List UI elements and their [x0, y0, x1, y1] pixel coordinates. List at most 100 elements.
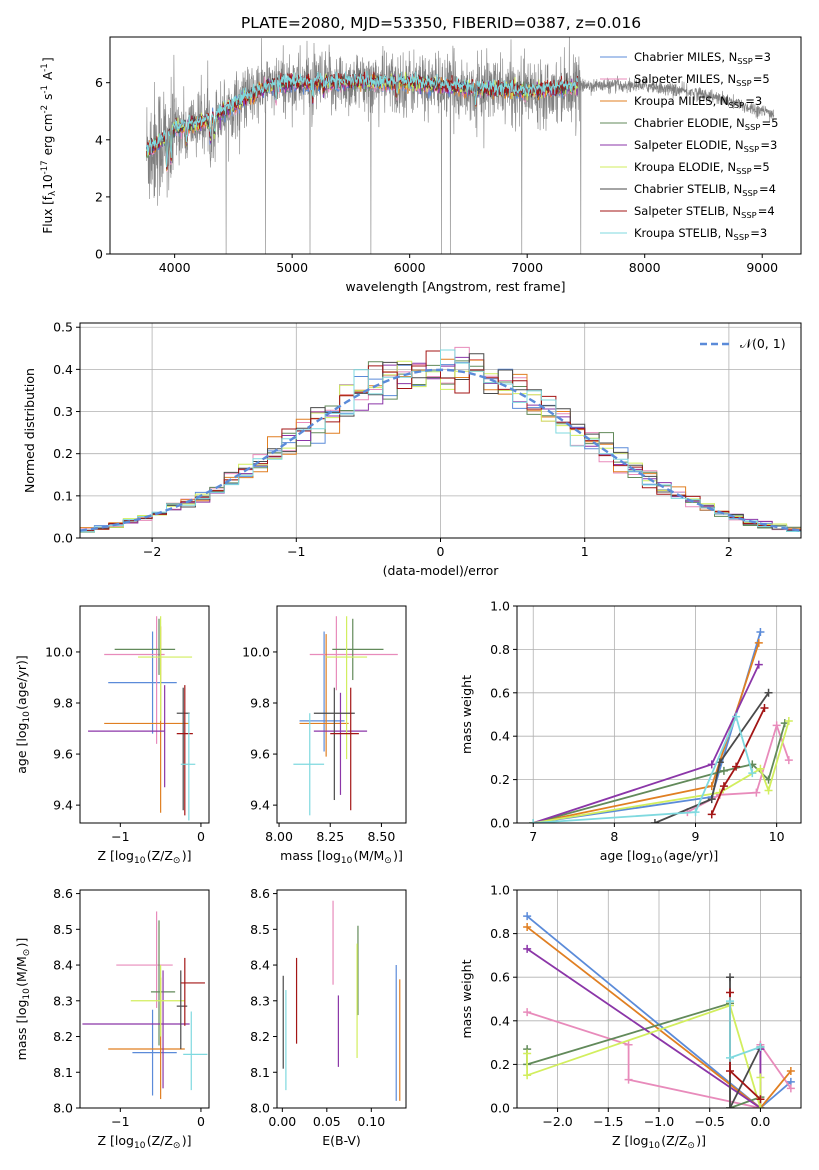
figure-title: PLATE=2080, MJD=53350, FIBERID=0387, z=0… [241, 14, 641, 32]
y-tick-label: 0.0 [490, 816, 510, 831]
plot-area [529, 628, 793, 823]
weight-marker [691, 808, 700, 817]
label-part: =5 [762, 116, 779, 130]
label-part: Salpeter STELIB, N [634, 204, 741, 218]
weight-marker [760, 703, 769, 712]
label-part: SSP [737, 56, 753, 66]
x-tick-label: 0 [437, 544, 445, 559]
axes-frame [276, 889, 407, 1109]
x-tick-label: 8000 [629, 260, 661, 275]
label-part: 10 [341, 856, 353, 866]
y-axis-label: Flux [fλ 10-17 erg cm-2 s-1 A-1 ] [40, 57, 58, 233]
label-part: erg cm [41, 114, 55, 160]
weight-marker [756, 1073, 765, 1082]
label-part: -1 [40, 85, 50, 94]
y-tick-label: 8.3 [250, 993, 270, 1008]
axes-age_vs_Z: −1 09.49.69.810.0Z [log10 (Z/Z⊙ )]age [lo… [14, 605, 210, 866]
legend-entry: Salpeter STELIB, NSSP =4 [634, 204, 775, 220]
normal-curve [80, 368, 801, 532]
axes-age_vs_mass: 8.00 8.25 8.50 9.4 9.6 9.8 10.0 mass [log10 (M/… [242, 605, 407, 866]
x-tick-label: 0.10 [357, 1114, 385, 1129]
label-part: )] [393, 848, 403, 863]
x-tick-label: 10 [769, 829, 785, 844]
weight-line [526, 915, 792, 1108]
y-tick-label: 0.6 [490, 685, 510, 700]
residual-histogram [80, 349, 801, 533]
x-tick-label: 9000 [746, 260, 778, 275]
label-part: age [log [14, 723, 29, 774]
plot-area [523, 912, 795, 1108]
label-part: SSP [736, 166, 752, 176]
label-part: Z [log [612, 1133, 648, 1148]
weight-marker [707, 760, 716, 769]
label-part: =3 [745, 94, 762, 108]
y-tick-label: 0.8 [490, 642, 510, 657]
y-tick-label: 8.0 [53, 1101, 73, 1116]
y-tick-label: 8.6 [250, 886, 270, 901]
y-tick-label: 1.0 [490, 599, 510, 614]
x-tick-label: −1.5 [593, 1114, 623, 1129]
y-tick-label: 9.4 [250, 798, 270, 813]
y-tick-label: 0.4 [490, 1013, 510, 1028]
x-axis-label: Z [log10 (Z/Z⊙ )] [98, 848, 192, 866]
y-tick-label: 1.0 [490, 883, 510, 898]
label-part: ] [41, 57, 55, 62]
plot-area [82, 911, 208, 1100]
x-tick-label: 7000 [511, 260, 543, 275]
label-part: ⊙ [687, 1141, 695, 1151]
weight-marker [756, 1095, 765, 1104]
label-part: SSP [729, 100, 745, 110]
y-tick-label: 9.8 [53, 696, 73, 711]
axes-frame [79, 889, 210, 1109]
x-tick-label: 8.50 [368, 829, 396, 844]
weight-marker [764, 688, 773, 697]
x-axis-label: E(B-V) [322, 1133, 361, 1148]
label-part: )] [182, 1133, 192, 1148]
weight-line [526, 926, 792, 1108]
weight-line [729, 992, 762, 1100]
y-tick-label: 0.3 [53, 404, 73, 419]
weight-line [654, 692, 770, 823]
label-part: mass [log [14, 1000, 29, 1061]
y-tick-label: 9.4 [53, 798, 73, 813]
axes-spectrum: 4000 5000 6000 7000 8000 9000 0 2 4 6 wavelength [… [40, 36, 802, 294]
x-tick-label: −0.5 [695, 1114, 725, 1129]
x-axis-label: Z [log10 (Z/Z⊙ )] [98, 1133, 192, 1151]
y-tick-label: 0.2 [53, 446, 73, 461]
x-tick-label: 5000 [276, 260, 308, 275]
label-part: SSP [741, 210, 757, 220]
label-part: 10 [22, 988, 32, 1000]
y-tick-label: 0 [95, 247, 103, 262]
label-part: (age/yr)] [14, 655, 29, 710]
plot-area [80, 346, 801, 533]
label-part: -2 [40, 105, 50, 114]
weight-marker [726, 1053, 734, 1062]
y-tick-label: 9.6 [53, 747, 73, 762]
weight-line [710, 707, 766, 815]
label-part: Chabrier ELODIE, N [634, 116, 745, 130]
weight-marker [726, 973, 734, 982]
weight-marker [529, 819, 538, 823]
y-tick-label: 0.8 [490, 926, 510, 941]
weight-line [526, 948, 762, 1108]
y-axis-label: age [log10 (age/yr)] [14, 655, 32, 774]
x-tick-label: −1 [287, 544, 305, 559]
label-part: =5 [753, 160, 770, 174]
weight-marker [764, 786, 773, 795]
legend-entry: Chabrier STELIB, NSSP =4 [634, 182, 776, 198]
label-part: ⊙ [173, 1141, 181, 1151]
weight-marker [726, 988, 734, 997]
axes-frame [79, 605, 210, 824]
y-tick-label: 0.6 [490, 970, 510, 985]
x-axis-label: wavelength [Angstrom, rest frame] [345, 279, 565, 294]
plot-area [282, 900, 401, 1101]
axes-frame [109, 36, 802, 255]
legend-entry: Chabrier ELODIE, NSSP =5 [634, 116, 778, 132]
weight-marker [719, 766, 728, 775]
y-tick-label: 9.6 [250, 747, 270, 762]
label-part: -17 [40, 160, 50, 174]
weight-marker [754, 660, 763, 669]
model-spectrum [145, 71, 578, 170]
y-tick-label: 8.2 [53, 1029, 73, 1044]
